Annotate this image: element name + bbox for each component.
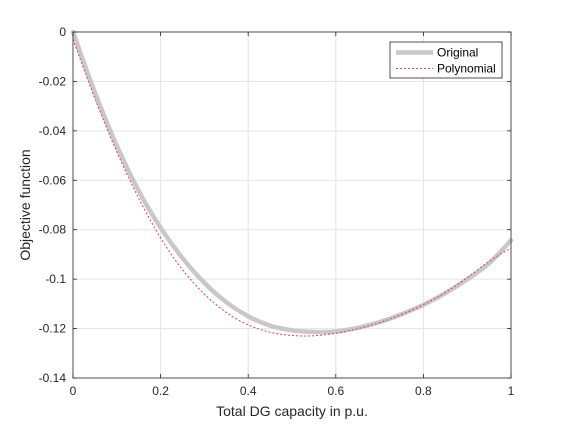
legend-box bbox=[389, 41, 503, 79]
x-axis-label: Total DG capacity in p.u. bbox=[216, 403, 368, 419]
legend-label-polynomial: Polynomial bbox=[437, 62, 496, 76]
y-tick-label: -0.04 bbox=[39, 124, 67, 138]
y-tick-label: -0.02 bbox=[39, 74, 67, 88]
y-tick-label: -0.06 bbox=[39, 173, 67, 187]
x-tick-label: 0.2 bbox=[152, 384, 169, 398]
x-tick-label: 0.6 bbox=[327, 384, 344, 398]
y-axis-label: Objective function bbox=[17, 149, 33, 260]
legend-label-original: Original bbox=[437, 46, 478, 60]
y-tick-label: 0 bbox=[59, 25, 66, 39]
x-tick-label: 0.8 bbox=[415, 384, 432, 398]
plot-frame bbox=[72, 31, 512, 379]
series-group bbox=[70, 29, 514, 337]
y-tick-label: -0.1 bbox=[45, 272, 66, 286]
y-tick-label: -0.12 bbox=[39, 322, 67, 336]
x-tick-label: 0.4 bbox=[240, 384, 257, 398]
y-tick-label: -0.08 bbox=[39, 223, 67, 237]
plot-area bbox=[73, 32, 511, 378]
legend: Original Polynomial bbox=[389, 41, 503, 79]
series-line-polynomial bbox=[72, 39, 512, 337]
y-tick-label: -0.14 bbox=[39, 371, 67, 385]
x-tick-label: 0 bbox=[70, 384, 77, 398]
ticks: 0 0.2 0.4 0.6 0.8 1 0 -0.02 -0.04 -0.06 -0.08 -0.1 -… bbox=[39, 25, 515, 398]
x-tick-label: 1 bbox=[508, 384, 515, 398]
